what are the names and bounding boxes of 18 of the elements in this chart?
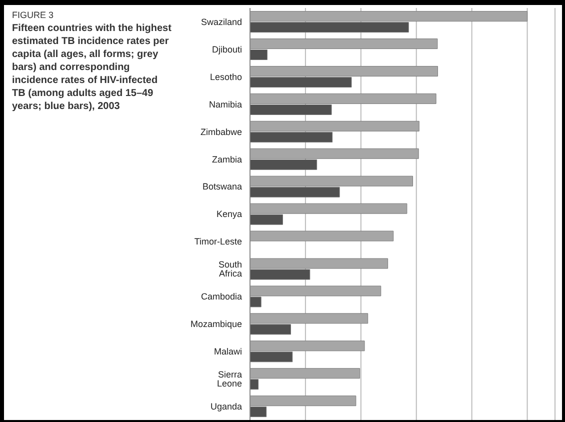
y-tick-label: Mozambique — [190, 319, 242, 330]
y-tick-label: Malawi — [214, 346, 242, 357]
y-tick-label: South Africa — [218, 260, 242, 279]
y-tick-label: Kenya — [216, 209, 242, 220]
y-tick-label: Djibouti — [212, 44, 242, 54]
text: Fifteen countries with the highest estimated TB incidence rates per capita (all ages, all forms; grey bars) and corresponding incidence rates of HIV-infected TB (among adults aged 15–49 years; blue bars), 2003 — [12, 22, 172, 113]
bar — [250, 230, 394, 242]
y-tick-label: Uganda — [210, 401, 242, 412]
y-tick-label: Namibia — [208, 99, 242, 110]
y-tick-label: Zimbabwe — [200, 126, 242, 137]
y-tick-label: Zambia — [212, 154, 242, 164]
text: FIGURE 3 — [12, 10, 55, 20]
y-tick-label: Timor-Leste — [194, 236, 242, 247]
y-tick-label: Cambodia — [200, 292, 242, 302]
y-tick-label: Swaziland — [200, 16, 242, 27]
y-tick-label: Botswana — [202, 182, 242, 192]
y-tick-label: Sierra Leone — [216, 369, 242, 388]
y-tick-label: Lesotho — [210, 72, 242, 82]
